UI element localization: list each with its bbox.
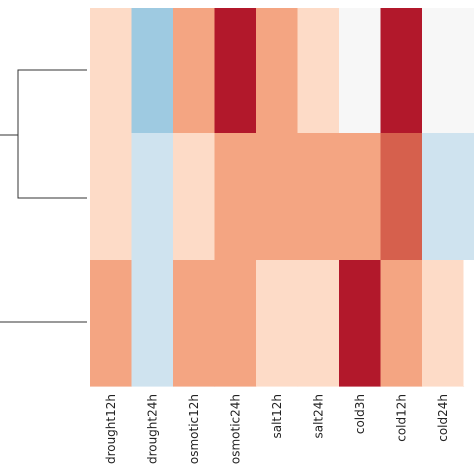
x-tick-label-salt24h: salt24h [311,394,325,439]
heatmap-cell-r1-osmotic24h [214,8,257,134]
heatmap-cell-r2-drought24h [131,133,174,261]
dendrogram-branch-top [0,69,87,199]
x-tick-labels: drought12h drought24h osmotic12h osmotic24h… [104,394,450,464]
heatmap-cell-r2-cold12h [380,133,423,261]
heatmap-cell-r1-drought12h [90,8,133,134]
heatmap-edge-cell-r3 [463,260,474,386]
x-tick-label-cold3h: cold3h [353,394,367,434]
x-tick-label-osmotic12h: osmotic12h [187,394,201,464]
heatmap-cell-r2-cold3h [339,133,382,261]
heatmap-cell-r3-drought24h [131,260,174,387]
x-tick-label-drought12h: drought12h [104,394,118,464]
heatmap-cell-r3-cold24h [422,260,465,387]
x-tick-label-cold12h: cold12h [394,394,408,442]
heatmap-edge-cell-r2 [463,133,474,260]
heatmap-cell-r3-drought12h [90,260,133,387]
heatmap-cell-r1-cold12h [380,8,423,134]
heatmap-cell-r3-osmotic24h [214,260,257,387]
heatmap-cells [90,8,474,387]
heatmap-cell-r2-osmotic24h [214,133,257,261]
heatmap-cell-r3-salt24h [297,260,340,387]
x-tick-label-drought24h: drought24h [145,394,159,464]
heatmap-cell-r1-salt12h [256,8,299,134]
x-tick-label-cold24h: cold24h [436,394,450,442]
x-tick-label-osmotic24h: osmotic24h [228,394,242,464]
heatmap-cell-r3-cold3h [339,260,382,387]
heatmap-cell-r2-cold24h [422,133,465,261]
heatmap-cell-r2-salt24h [297,133,340,261]
heatmap-cell-r1-cold24h [422,8,465,134]
heatmap-cell-r1-drought24h [131,8,174,134]
heatmap-cell-r2-salt12h [256,133,299,261]
heatmap-cell-r1-cold3h [339,8,382,134]
x-tick-label-salt12h: salt12h [270,394,284,439]
heatmap-cell-r2-drought12h [90,133,133,261]
row-dendrogram [0,69,87,323]
heatmap-cell-r3-cold12h [380,260,423,387]
heatmap-cell-r1-salt24h [297,8,340,134]
heatmap-cell-r2-osmotic12h [173,133,216,261]
heatmap-edge-cell-r1 [463,8,474,133]
heatmap-cell-r3-osmotic12h [173,260,216,387]
heatmap-cell-r1-osmotic12h [173,8,216,134]
heatmap-cell-r3-salt12h [256,260,299,387]
